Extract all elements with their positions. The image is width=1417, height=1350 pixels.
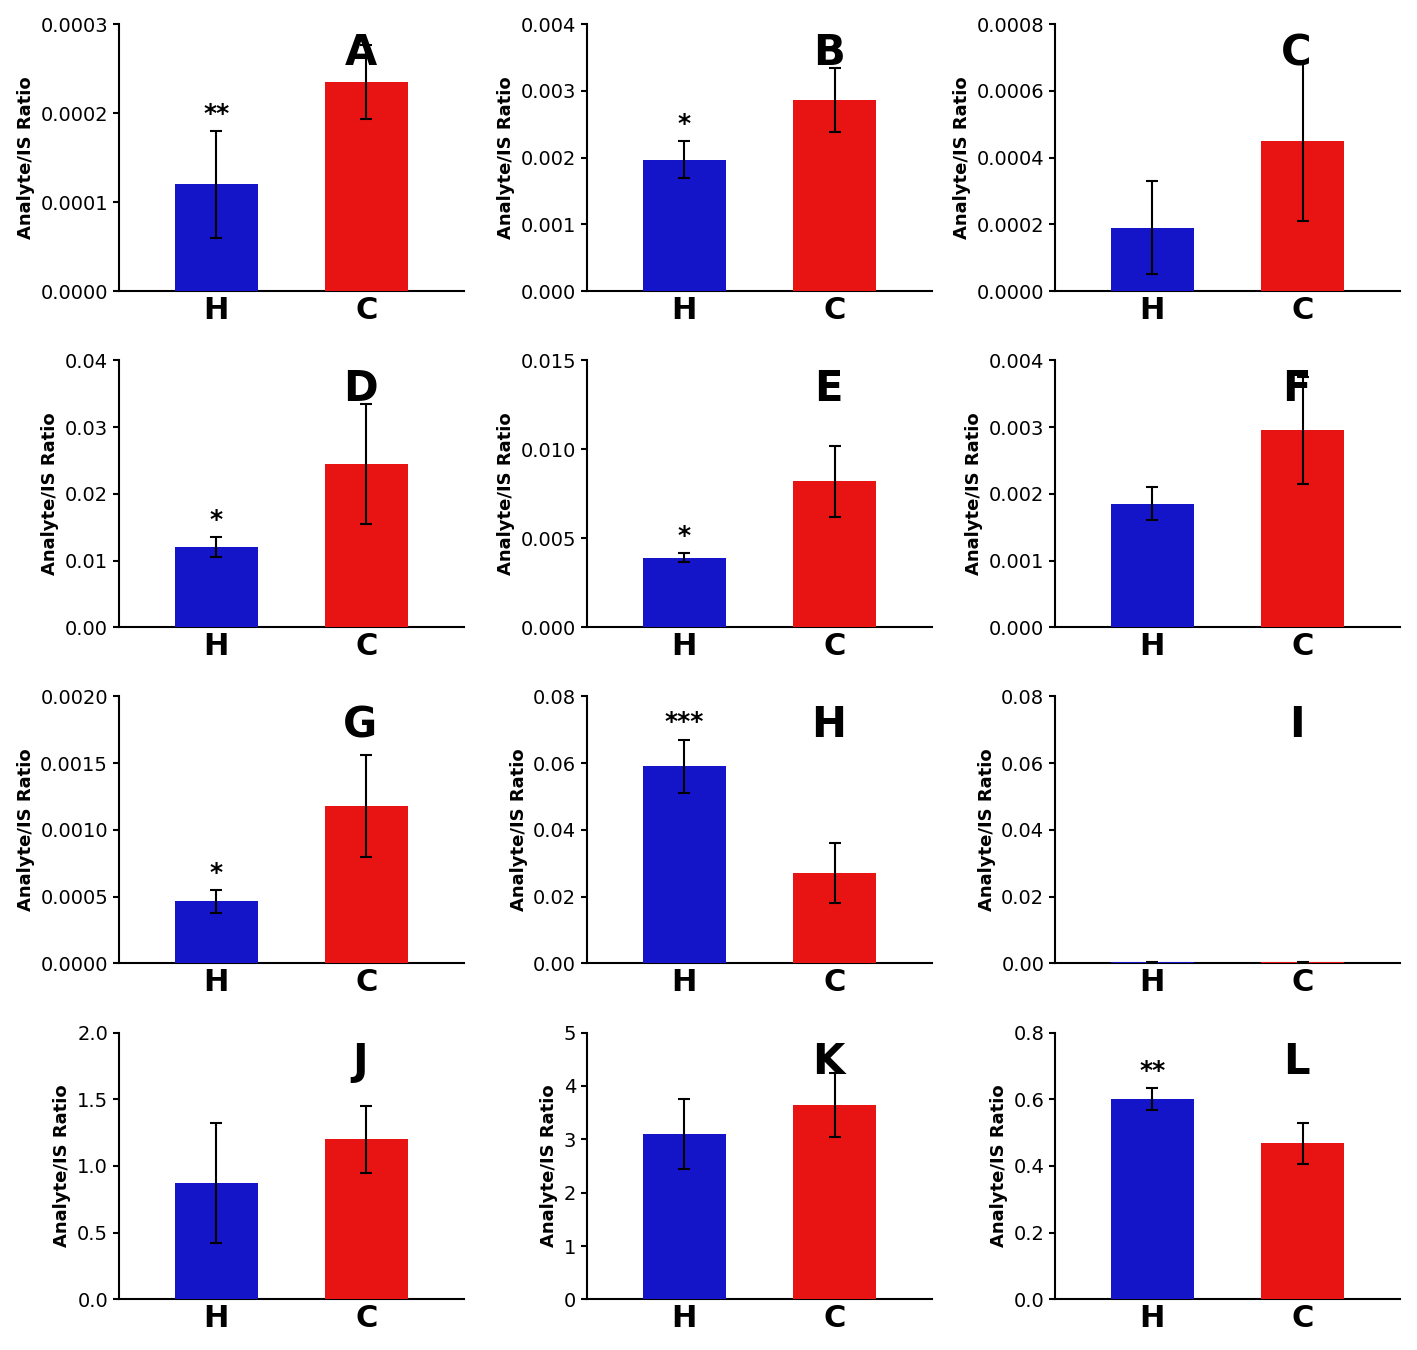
- Bar: [1261, 431, 1343, 628]
- Bar: [174, 547, 258, 628]
- Text: J: J: [353, 1041, 368, 1083]
- Y-axis label: Analyte/IS Ratio: Analyte/IS Ratio: [497, 77, 516, 239]
- Text: ***: ***: [665, 710, 704, 734]
- Text: B: B: [813, 32, 845, 74]
- Text: *: *: [677, 524, 691, 548]
- Text: H: H: [811, 705, 846, 747]
- Bar: [643, 159, 726, 292]
- Y-axis label: Analyte/IS Ratio: Analyte/IS Ratio: [17, 77, 35, 239]
- Text: *: *: [677, 112, 691, 135]
- Y-axis label: Analyte/IS Ratio: Analyte/IS Ratio: [510, 748, 527, 911]
- Text: A: A: [344, 32, 377, 74]
- Bar: [794, 1104, 876, 1300]
- Text: C: C: [1281, 32, 1312, 74]
- Text: L: L: [1284, 1041, 1309, 1083]
- Text: I: I: [1289, 705, 1305, 747]
- Bar: [794, 482, 876, 628]
- Text: D: D: [343, 369, 378, 410]
- Y-axis label: Analyte/IS Ratio: Analyte/IS Ratio: [990, 1084, 1007, 1247]
- Bar: [174, 1184, 258, 1300]
- Y-axis label: Analyte/IS Ratio: Analyte/IS Ratio: [54, 1084, 71, 1247]
- Bar: [324, 806, 408, 964]
- Bar: [643, 767, 726, 964]
- Bar: [794, 100, 876, 292]
- Bar: [1261, 1143, 1343, 1300]
- Y-axis label: Analyte/IS Ratio: Analyte/IS Ratio: [954, 77, 971, 239]
- Text: *: *: [210, 508, 222, 532]
- Bar: [1111, 228, 1193, 292]
- Bar: [174, 902, 258, 964]
- Text: G: G: [343, 705, 377, 747]
- Y-axis label: Analyte/IS Ratio: Analyte/IS Ratio: [540, 1084, 558, 1247]
- Text: K: K: [812, 1041, 845, 1083]
- Text: E: E: [815, 369, 843, 410]
- Bar: [1261, 140, 1343, 292]
- Y-axis label: Analyte/IS Ratio: Analyte/IS Ratio: [965, 413, 983, 575]
- Text: **: **: [1139, 1058, 1166, 1083]
- Bar: [1111, 1099, 1193, 1300]
- Bar: [324, 82, 408, 292]
- Bar: [643, 1134, 726, 1300]
- Text: *: *: [210, 860, 222, 884]
- Y-axis label: Analyte/IS Ratio: Analyte/IS Ratio: [41, 413, 60, 575]
- Bar: [324, 1139, 408, 1300]
- Y-axis label: Analyte/IS Ratio: Analyte/IS Ratio: [17, 748, 34, 911]
- Bar: [324, 464, 408, 628]
- Bar: [794, 873, 876, 964]
- Text: F: F: [1282, 369, 1311, 410]
- Y-axis label: Analyte/IS Ratio: Analyte/IS Ratio: [497, 413, 514, 575]
- Bar: [643, 558, 726, 628]
- Text: **: **: [203, 101, 230, 126]
- Bar: [1111, 504, 1193, 628]
- Y-axis label: Analyte/IS Ratio: Analyte/IS Ratio: [978, 748, 996, 911]
- Bar: [174, 185, 258, 292]
